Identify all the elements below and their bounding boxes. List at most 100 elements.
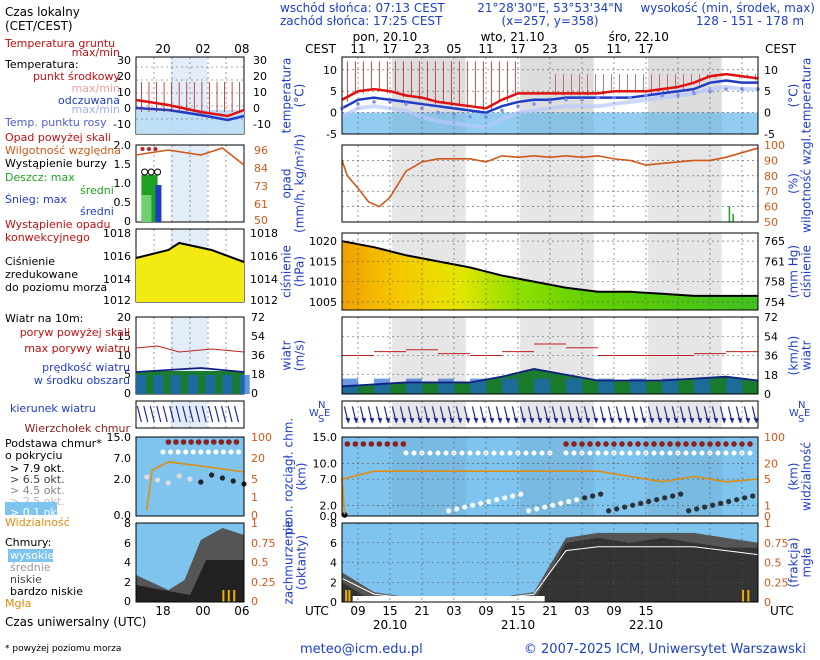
dew-point-marker: [500, 108, 504, 113]
local-hour-tick: 23: [414, 42, 429, 56]
cloud-top-dot: [360, 441, 367, 447]
wind-speed-stripe: [726, 378, 742, 394]
utc-hour-tick: 15: [382, 604, 397, 618]
legend-wind-stripe: [205, 375, 216, 394]
cloud-base-dot: [563, 450, 569, 456]
compass-label: W: [309, 408, 319, 419]
cloud-low-dot: [454, 506, 460, 512]
legend-cloud-tick: 7.0: [114, 452, 132, 465]
sunset-text: zachód słońca: 17:25 CEST: [280, 14, 443, 28]
legend-rh-line: [135, 147, 245, 166]
cloud-base-dot: [683, 450, 689, 456]
dew-point-marker: [516, 104, 520, 108]
wind-arrow-head: [737, 417, 743, 424]
legend-rain-above-marker: [146, 147, 151, 151]
fog-tick: 0.75: [764, 537, 789, 550]
temp-axis-label-right: (°C)temperatura: [787, 58, 814, 134]
dew-point-marker: [564, 97, 568, 102]
wind-arrow-head: [537, 417, 543, 424]
legend-cloud-top-dot: [195, 439, 202, 445]
legend-wind-tick: 20: [117, 311, 131, 324]
legend-pressure-tick-right: 1018: [250, 227, 278, 240]
legend-visibility-line: [146, 461, 245, 511]
legend-direction-frame: [135, 400, 245, 429]
legend-rh-tick: 84: [254, 162, 268, 175]
cloud-low-dot: [734, 497, 740, 503]
legend-storm-label: Wystąpienie burzy: [5, 157, 107, 170]
cloud-tick: 0.0: [320, 510, 338, 523]
cloud-tick: 10.0: [313, 457, 338, 470]
dew-point-marker: [628, 95, 632, 100]
legend-visibility-tick: 1: [251, 491, 258, 504]
legend-wind-arrow: [175, 405, 181, 423]
pressure-axis-label: ciśnienie(hPa): [280, 245, 307, 298]
wind-arrow-head: [409, 417, 415, 424]
email-link[interactable]: meteo@icm.edu.pl: [300, 642, 423, 657]
wind-arrow-head: [601, 417, 607, 424]
legend-wind-arrow: [227, 405, 233, 423]
pressure-mmhg-tick: 758: [764, 276, 785, 289]
legend-pressure-tick: 1018: [103, 227, 131, 240]
fog-tick: 0.25: [764, 576, 789, 589]
cloud-low-dot: [502, 495, 508, 501]
temp-tick-right: 10: [764, 64, 778, 77]
wind-arrow-head: [417, 417, 423, 424]
cloud-top-dot: [595, 441, 601, 447]
compass-label: N: [798, 400, 805, 411]
temp-tick-left: 10: [323, 64, 337, 77]
temp-axis-label: temperatura(°C): [280, 58, 307, 134]
legend-rh-tick: 50: [254, 214, 268, 227]
cloud-low-dot: [446, 508, 452, 514]
dew-point-marker: [580, 97, 584, 102]
legend-storm-marker: [154, 168, 162, 176]
legend-okt-label: > 4.5 okt.: [10, 484, 65, 497]
wind-arrow-head: [385, 417, 391, 424]
rh-tick: 90: [764, 154, 778, 167]
precip-night-band: [648, 145, 722, 222]
legend-snow-mid-label: średni: [80, 205, 114, 218]
legend-precip-night-band: [170, 145, 208, 222]
legend-cloud-top-dot: [210, 439, 217, 445]
legend-cloud-base-dot: [205, 449, 211, 455]
legend-cover-tick: 2: [124, 576, 131, 589]
wind-arrow-head: [705, 417, 711, 424]
dew-point-marker: [356, 102, 360, 106]
compass-label: S: [318, 414, 324, 425]
cloud-low-dot: [582, 495, 588, 501]
legend-temp-tick-right: 20: [253, 70, 267, 83]
legend-fog-bar: [227, 590, 230, 602]
cloud-low-dot: [590, 493, 596, 499]
legend-maxmin-label: max/min: [72, 46, 120, 59]
legend-visibility-tick: 100: [251, 431, 272, 444]
legend-cloud-top-dot: [188, 439, 194, 445]
cloud-top-dot: [723, 441, 729, 447]
local-hour-tick: 17: [382, 42, 397, 56]
cloud-low-dot: [542, 504, 548, 510]
legend-cloud-top-dot: [180, 439, 187, 445]
wind-axis-label: wiatr(m/s): [280, 340, 307, 371]
cloud-top-dot: [571, 441, 577, 447]
legend-wind-stripe: [136, 375, 146, 394]
cloud-top-dot: [619, 441, 625, 447]
temp-tick-right: -5: [764, 128, 775, 141]
wind-frame: [341, 316, 759, 395]
legend-pressure-tick: 1016: [103, 250, 131, 263]
wind-arrow-head: [681, 417, 687, 424]
cloud-tick: 15.0: [313, 431, 338, 444]
local-hour-tick: 11: [478, 42, 493, 56]
cloud-low-dot: [726, 498, 732, 505]
wind-speed-stripe: [534, 378, 550, 394]
cloud-base-dot: [587, 450, 593, 456]
legend-rain-label: Deszcz: max: [5, 171, 75, 184]
cloud-low-dot: [526, 508, 532, 514]
cloud-frame: [341, 436, 759, 517]
legend-temp-tick: 20: [117, 70, 131, 83]
legend-cloud-base-dot: [213, 449, 219, 455]
legend-precip-tick: 1.5: [114, 158, 132, 171]
legend-mid-label: średnie: [10, 561, 51, 574]
legend-cloud-base-dot: [228, 449, 234, 455]
legend-precip-tick: 1.0: [114, 177, 132, 190]
legend-fog-label: Mgła: [5, 597, 31, 610]
cloud-low-dot: [566, 498, 572, 505]
temp-tick-right: 5: [764, 85, 771, 98]
